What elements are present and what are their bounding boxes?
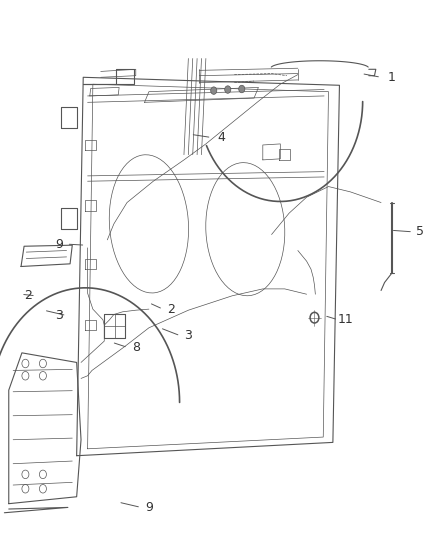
Circle shape [225, 86, 231, 93]
Text: 5: 5 [417, 225, 424, 238]
Text: 11: 11 [338, 313, 354, 326]
Text: 2: 2 [25, 289, 32, 302]
Text: 4: 4 [217, 131, 225, 144]
Circle shape [211, 87, 217, 94]
Text: 9: 9 [145, 501, 153, 514]
Text: 8: 8 [132, 341, 140, 354]
Text: 3: 3 [55, 309, 63, 322]
Text: 2: 2 [167, 303, 175, 316]
Circle shape [239, 85, 245, 93]
Text: 1: 1 [388, 71, 396, 84]
Text: 9: 9 [55, 238, 63, 251]
Text: 3: 3 [184, 329, 192, 342]
